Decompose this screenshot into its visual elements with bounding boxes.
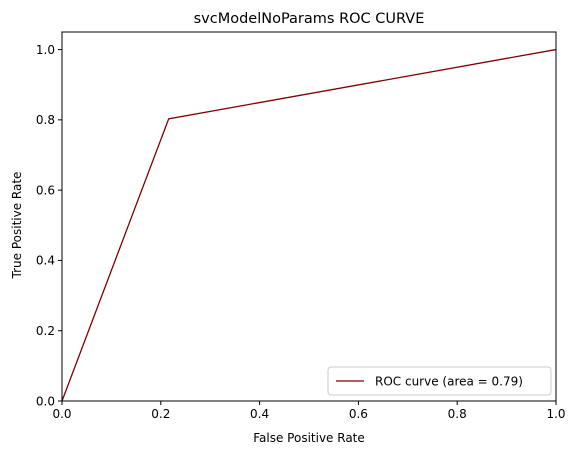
y-tick-label: 0.2 [36, 324, 55, 338]
x-tick-label: 1.0 [546, 407, 565, 421]
x-axis: 0.0 0.2 0.4 0.6 0.8 1.0 [52, 401, 566, 421]
x-tick-label: 0.4 [250, 407, 269, 421]
legend-box [327, 366, 552, 396]
y-tick-label: 0.6 [36, 183, 55, 197]
plot-frame [61, 31, 557, 402]
x-tick-label: 0.0 [52, 407, 71, 421]
y-axis-label: True Positive Rate [10, 172, 24, 280]
y-tick-label: 1.0 [36, 43, 55, 57]
roc-curve-line [61, 48, 557, 402]
legend-entry-label: ROC curve (area = 0.79) [375, 375, 523, 389]
y-tick-label: 0.4 [36, 254, 55, 268]
plot-area [61, 31, 557, 402]
y-tick-label: 0.8 [36, 113, 55, 127]
y-tick-label: 0.0 [36, 394, 55, 408]
x-tick-label: 0.6 [349, 407, 368, 421]
x-axis-label: False Positive Rate [253, 431, 365, 445]
x-tick-label: 0.8 [448, 407, 467, 421]
legend: ROC curve (area = 0.79) [327, 366, 552, 396]
chart-title: svcModelNoParams ROC CURVE [194, 11, 425, 27]
y-axis: 0.0 0.2 0.4 0.6 0.8 1.0 [36, 43, 62, 408]
x-tick-label: 0.2 [151, 407, 170, 421]
